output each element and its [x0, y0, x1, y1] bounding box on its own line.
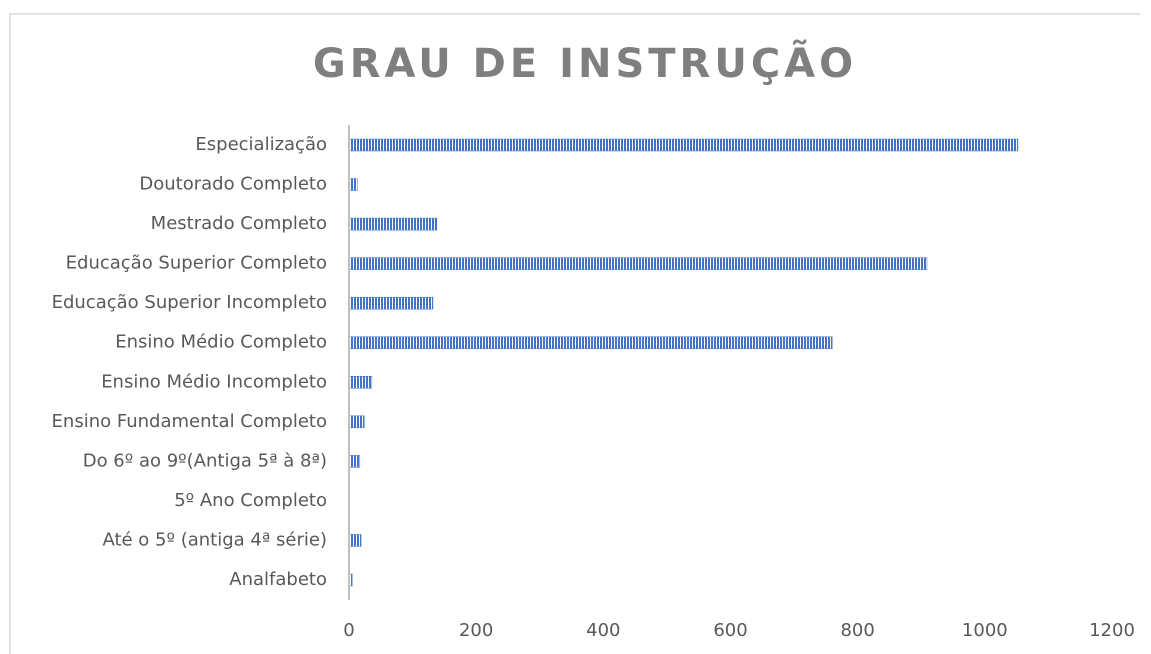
bar	[348, 178, 358, 191]
x-tick-label: 800	[840, 620, 874, 641]
x-tick-label: 400	[586, 620, 620, 641]
x-tick-label: 1200	[1089, 620, 1135, 641]
y-tick-label: Até o 5º (antiga 4ª série)	[102, 529, 327, 550]
chart-title: GRAU DE INSTRUÇÃO	[313, 38, 857, 87]
bar	[348, 534, 362, 547]
chart-frame	[9, 13, 1140, 654]
y-tick-label: Educação Superior Completo	[66, 253, 327, 274]
bar	[348, 455, 361, 468]
y-tick-label: Especialização	[195, 134, 327, 155]
bar	[348, 296, 434, 310]
bar	[348, 415, 365, 429]
x-tick-label: 0	[343, 620, 354, 641]
bar	[348, 257, 928, 270]
bar	[348, 336, 833, 349]
x-tick-label: 200	[459, 620, 493, 641]
y-tick-label: Ensino Fundamental Completo	[52, 411, 327, 432]
y-tick-label: Mestrado Completo	[151, 213, 327, 234]
x-tick-label: 1000	[962, 620, 1008, 641]
bar	[348, 138, 1019, 152]
y-tick-label: Ensino Médio Completo	[115, 332, 327, 353]
bar	[348, 376, 373, 389]
y-tick-label: Doutorado Completo	[139, 174, 327, 195]
x-tick-label: 600	[713, 620, 747, 641]
bar	[348, 217, 437, 231]
y-tick-label: Analfabeto	[229, 569, 327, 590]
y-tick-label: Do 6º ao 9º(Antiga 5ª à 8ª)	[83, 450, 327, 471]
y-tick-label: 5º Ano Completo	[174, 490, 327, 511]
y-tick-label: Educação Superior Incompleto	[52, 292, 327, 313]
y-tick-label: Ensino Médio Incompleto	[101, 371, 327, 392]
